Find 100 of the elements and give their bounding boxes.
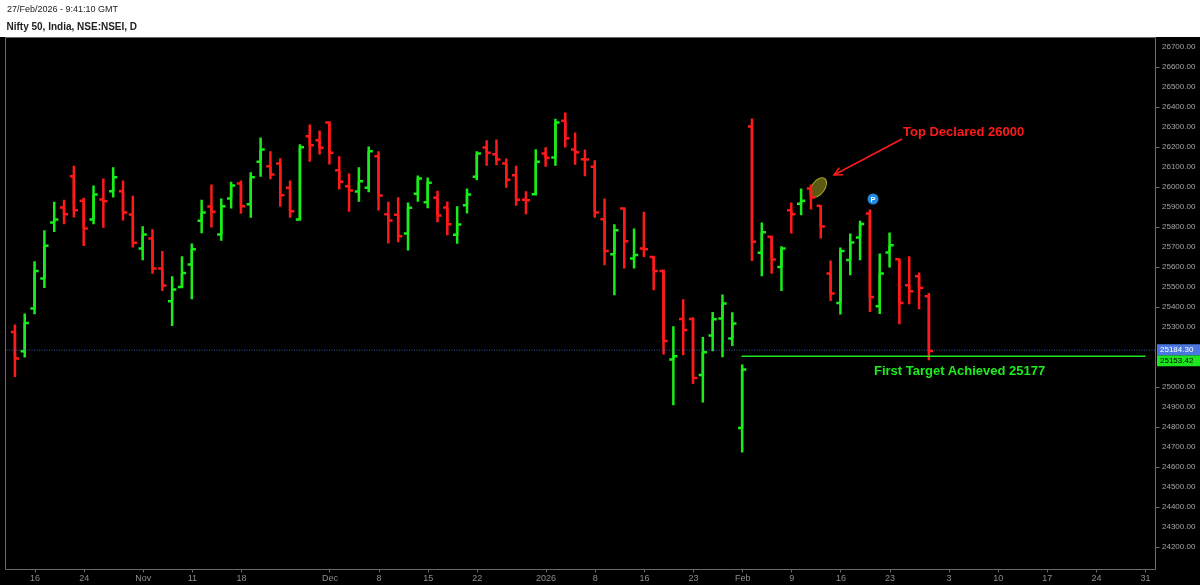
candlestick [913, 271, 925, 311]
y-tick-label: 26600.00 [1162, 62, 1196, 71]
y-tick-label: 25800.00 [1162, 222, 1196, 231]
x-tick-label: 16 [30, 572, 41, 583]
candlestick [78, 196, 90, 248]
candlestick [166, 274, 178, 328]
candlestick [284, 179, 296, 220]
candlestick [97, 177, 109, 230]
candlestick [265, 149, 276, 181]
y-tick-label: 25400.00 [1162, 302, 1196, 311]
x-tick-label: 16 [639, 572, 650, 583]
x-tick-label: 24 [1091, 572, 1102, 583]
x-tick-label: 8 [592, 572, 598, 583]
ref-line-label: 25184.30 [1160, 344, 1194, 354]
candlestick [569, 131, 581, 167]
candlestick [363, 145, 375, 194]
candlestick [599, 197, 610, 267]
candlestick [628, 227, 640, 270]
candlestick [137, 224, 149, 262]
candlestick [461, 187, 473, 215]
candlestick [373, 149, 384, 212]
candlestick [324, 119, 335, 166]
candlestick [825, 259, 836, 303]
x-tick-label: Nov [135, 572, 152, 583]
candlestick [29, 259, 40, 316]
candlestick [225, 180, 237, 210]
x-tick-label: 17 [1042, 572, 1053, 583]
y-tick-label: 25300.00 [1162, 322, 1196, 331]
candlestick [736, 363, 748, 454]
x-tick-label: 10 [993, 572, 1004, 583]
candlestick [697, 335, 709, 404]
candlestick [304, 123, 316, 164]
candlestick [500, 157, 512, 190]
candlestick [39, 228, 50, 290]
candlestick [333, 154, 345, 191]
candlestick [196, 198, 208, 235]
candlestick [677, 297, 689, 357]
candlestick [88, 184, 99, 226]
candlestick [392, 195, 404, 244]
candlestick [667, 324, 679, 407]
candlestick [894, 257, 905, 326]
candlestick [540, 145, 551, 169]
candlestick [215, 197, 227, 243]
x-tick-label: 18 [236, 572, 247, 583]
x-tick-label: 15 [423, 572, 434, 583]
x-tick-label: 22 [472, 572, 483, 583]
y-tick-label: 24300.00 [1162, 522, 1196, 531]
candlestick [127, 194, 139, 249]
y-tick-label: 26300.00 [1162, 122, 1196, 131]
candlestick [550, 117, 561, 168]
candlestick [441, 200, 453, 237]
x-tick-label: Dec [321, 572, 339, 583]
y-tick-label: 26000.00 [1162, 182, 1196, 191]
candlestick [520, 189, 532, 216]
y-tick-label: 25900.00 [1162, 202, 1196, 211]
candlestick [255, 136, 266, 179]
candlestick [48, 200, 60, 234]
y-tick-label: 25600.00 [1162, 262, 1196, 271]
candlestick [206, 183, 217, 229]
candlestick [58, 198, 70, 226]
candlestick [186, 242, 198, 301]
chart-title: Nifty 50, India, NSE:NSEI, D [6, 21, 138, 32]
candlestick [835, 246, 846, 316]
data-label: 25153.42 [1160, 355, 1194, 365]
candlestick [412, 174, 424, 204]
candlestick [68, 164, 80, 219]
candlestick [579, 148, 591, 178]
x-tick-label: 2026 [536, 572, 557, 583]
candlestick [353, 165, 365, 204]
y-tick-label: 24800.00 [1162, 422, 1196, 431]
candlestick [638, 210, 650, 259]
candlestick [756, 221, 768, 278]
y-tick-label: 26100.00 [1162, 162, 1196, 171]
candlestick [589, 158, 601, 220]
candlestick [422, 176, 434, 210]
y-tick-label: 24700.00 [1162, 442, 1196, 451]
text: 27/Feb/2026 - 9:41:10 GMT [7, 4, 119, 14]
annotation: Top Declared 26000 [903, 124, 1025, 139]
y-tick-label: 24400.00 [1162, 502, 1196, 511]
y-tick-label: 26200.00 [1162, 142, 1196, 151]
x-tick-label: Feb [734, 572, 751, 583]
y-tick-label: 26400.00 [1162, 102, 1196, 111]
candlestick [844, 232, 856, 277]
x-tick-label: 31 [1140, 572, 1151, 583]
candlestick [432, 189, 443, 224]
candlestick [609, 222, 620, 297]
x-tick-label: 3 [946, 572, 952, 583]
candlestick [117, 179, 129, 222]
y-tick-label: 26700.00 [1162, 42, 1196, 51]
candlestick [471, 149, 483, 182]
y-tick-label: 24500.00 [1162, 482, 1196, 491]
y-tick-label: 24200.00 [1162, 542, 1196, 551]
candlestick [19, 312, 31, 359]
candlestick [235, 179, 247, 216]
x-tick-label: 23 [885, 572, 896, 583]
candlestick [795, 187, 807, 217]
candlestick [766, 234, 778, 276]
candlestick [314, 129, 325, 156]
annotation: First Target Achieved 25177 [874, 363, 1046, 378]
y-tick-label: 25000.00 [1162, 382, 1196, 391]
